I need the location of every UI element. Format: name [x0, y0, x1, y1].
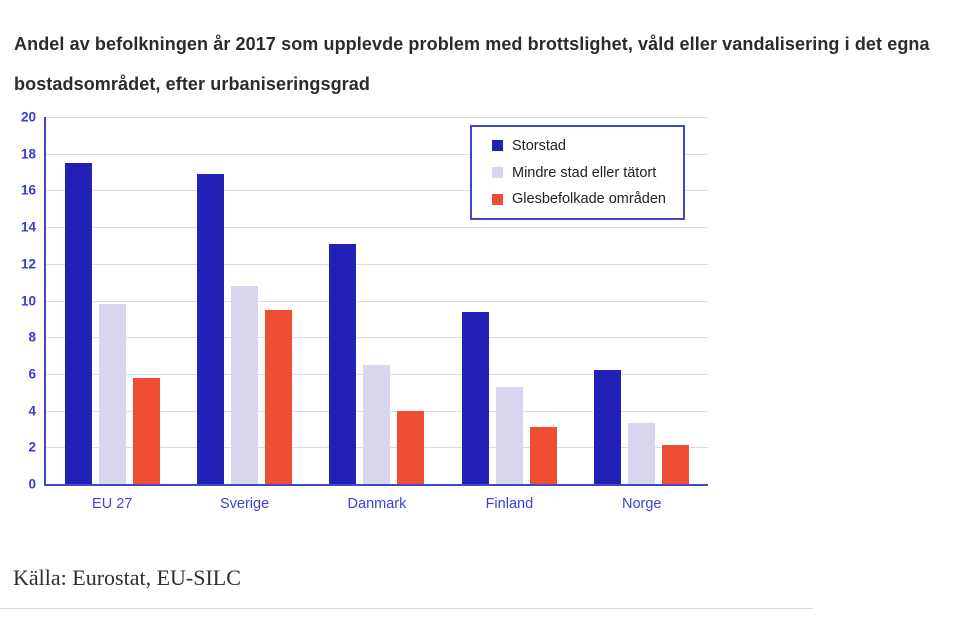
y-tick-label: 6: [28, 366, 36, 382]
y-tick-label: 8: [28, 329, 36, 345]
bar-group-danmark: Danmark: [329, 117, 425, 512]
bar-groups: EU 27 Sverige Danmark Finland Norge: [46, 117, 708, 512]
bar-mindre-stad-eller-tätort-finland: [495, 386, 523, 484]
legend-swatch-glesbefolkade-icon: [492, 193, 503, 205]
gridline: [46, 263, 708, 265]
bar-glesbefolkade-områden-eu-27: [132, 377, 160, 484]
gridline: [46, 337, 708, 339]
legend-label-mindre-stad: Mindre stad eller tätort: [512, 164, 657, 181]
gridline: [46, 227, 708, 229]
x-category-label-finland: Finland: [485, 496, 534, 512]
bar-mindre-stad-eller-tätort-eu-27: [98, 304, 126, 484]
bar-glesbefolkade-områden-finland: [529, 427, 557, 484]
legend-item-mindre-stad: Mindre stad eller tätort: [492, 165, 683, 181]
x-category-label-norge: Norge: [622, 496, 662, 512]
bar-storstad-danmark: [329, 243, 357, 484]
bar-storstad-finland: [461, 311, 489, 484]
legend-item-glesbefolkade: Glesbefolkade områden: [492, 191, 683, 207]
bar-group-eu-27: EU 27: [64, 117, 160, 512]
y-tick-label: 12: [20, 256, 36, 272]
bottom-divider: [0, 608, 813, 609]
gridline: [46, 153, 708, 155]
gridline: [46, 117, 708, 118]
bar-storstad-sverige: [197, 173, 225, 484]
y-axis-line: [44, 117, 46, 486]
y-tick-label: 20: [20, 109, 36, 125]
bar-glesbefolkade-områden-sverige: [265, 309, 293, 484]
x-axis-line: [44, 484, 708, 486]
bar-storstad-norge: [594, 370, 622, 484]
legend-swatch-storstad-icon: [492, 140, 503, 152]
x-category-label-eu-27: EU 27: [92, 496, 133, 512]
legend-item-storstad: Storstad: [492, 138, 683, 154]
y-tick-label: 14: [20, 219, 36, 235]
bar-glesbefolkade-områden-norge: [662, 445, 690, 484]
legend: Storstad Mindre stad eller tätort Glesbe…: [470, 125, 685, 220]
bar-storstad-eu-27: [64, 162, 92, 484]
bar-glesbefolkade-områden-danmark: [397, 410, 425, 484]
bar-mindre-stad-eller-tätort-sverige: [231, 285, 259, 484]
chart-title: Andel av befolkningen år 2017 som upplev…: [14, 34, 930, 94]
bar-group-sverige: Sverige: [197, 117, 293, 512]
y-tick-label: 10: [20, 293, 36, 308]
y-tick-label: 4: [28, 403, 36, 419]
y-tick-label: 16: [20, 182, 36, 198]
bar-chart: 0 2 4 6 8 10 12 14 16 18 20 EU 27 Sverige Danmark Fin…: [21, 110, 708, 512]
legend-swatch-mindre-stad-icon: [492, 167, 503, 178]
y-tick-label: 0: [28, 476, 36, 492]
bar-group-norge: Norge: [594, 117, 690, 512]
source-caption: Källa: Eurostat, EU-SILC: [13, 565, 241, 590]
gridline: [46, 300, 708, 302]
bar-group-finland: Finland: [461, 117, 557, 512]
legend-label-storstad: Storstad: [512, 137, 566, 154]
y-tick-label: 2: [28, 439, 36, 455]
legend-label-glesbefolkade: Glesbefolkade områden: [512, 191, 666, 208]
y-tick-label: 18: [20, 146, 36, 162]
x-category-label-sverige: Sverige: [219, 496, 270, 512]
x-category-label-danmark: Danmark: [347, 496, 407, 512]
bar-mindre-stad-eller-tätort-danmark: [363, 364, 391, 484]
y-axis-tick-labels: 0 2 4 6 8 10 12 14 16 18 20: [21, 110, 708, 492]
bar-mindre-stad-eller-tätort-norge: [628, 423, 656, 484]
gridline: [46, 190, 708, 192]
